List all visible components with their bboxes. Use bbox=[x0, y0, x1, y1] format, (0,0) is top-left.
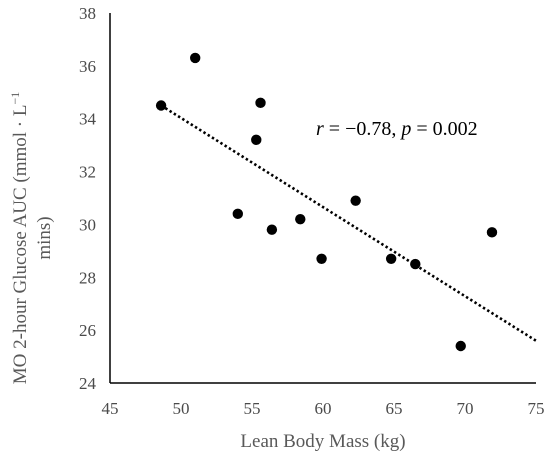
y-tick-labels: 24 26 28 30 32 34 36 38 bbox=[79, 4, 97, 393]
r-value: = −0.78, bbox=[324, 118, 402, 140]
correlation-annotation: r = −0.78, p = 0.002 bbox=[316, 118, 478, 140]
data-point bbox=[385, 253, 397, 264]
x-tick-label: 60 bbox=[315, 399, 332, 418]
y-axis-title-line2: mins) bbox=[34, 216, 55, 259]
y-tick-label: 32 bbox=[79, 163, 96, 182]
data-point bbox=[190, 52, 201, 64]
x-tick-label: 50 bbox=[173, 399, 190, 418]
data-point bbox=[316, 253, 327, 264]
data-point bbox=[295, 213, 306, 225]
y-tick-label: 30 bbox=[79, 215, 96, 234]
x-axis-title: Lean Body Mass (kg) bbox=[240, 431, 405, 452]
y-tick-label: 28 bbox=[79, 268, 96, 287]
data-point bbox=[410, 258, 421, 270]
y-tick-label: 26 bbox=[79, 321, 96, 340]
data-point bbox=[232, 208, 243, 220]
data-point bbox=[350, 195, 361, 206]
p-value: = 0.002 bbox=[411, 118, 477, 140]
x-tick-label: 45 bbox=[102, 399, 119, 418]
data-points bbox=[155, 52, 498, 352]
y-tick-label: 38 bbox=[79, 4, 96, 23]
x-tick-label: 55 bbox=[244, 399, 261, 418]
x-tick-labels: 45 50 55 60 65 70 75 bbox=[102, 399, 545, 418]
y-tick-label: 24 bbox=[79, 374, 97, 393]
data-point bbox=[266, 224, 278, 235]
r-symbol: r bbox=[316, 118, 324, 140]
p-symbol: p bbox=[399, 118, 411, 140]
y-tick-label: 36 bbox=[79, 57, 96, 76]
data-point bbox=[255, 97, 266, 109]
y-axis-title-line1: MO 2-hour Glucose AUC (mmol · L−1 bbox=[8, 92, 31, 384]
y-tick-label: 34 bbox=[79, 110, 97, 129]
x-tick-label: 65 bbox=[386, 399, 403, 418]
data-point bbox=[155, 100, 167, 111]
y-axis-title: MO 2-hour Glucose AUC (mmol · L−1 mins) bbox=[8, 92, 55, 384]
x-tick-label: 70 bbox=[457, 399, 474, 418]
data-point bbox=[251, 134, 262, 146]
data-point bbox=[486, 227, 498, 238]
x-tick-label: 75 bbox=[528, 399, 545, 418]
trendline bbox=[160, 104, 537, 342]
data-point bbox=[455, 340, 466, 352]
